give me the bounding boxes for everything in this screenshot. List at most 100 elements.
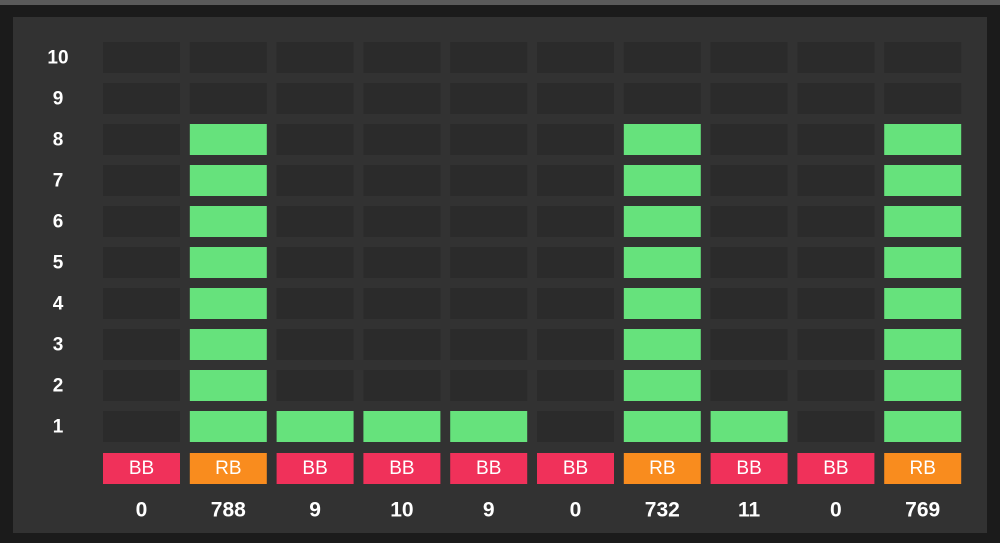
empty-cell xyxy=(103,165,180,196)
y-tick-label: 3 xyxy=(53,335,64,356)
empty-cell xyxy=(363,288,441,319)
empty-cell xyxy=(537,206,614,237)
top-bar xyxy=(0,0,1000,5)
y-tick-label: 6 xyxy=(53,212,64,233)
lit-segment xyxy=(623,206,701,237)
tag-label: BB xyxy=(563,458,588,479)
tag-box xyxy=(450,453,528,484)
tag-box xyxy=(276,453,354,484)
empty-cell xyxy=(710,329,788,360)
y-tick-label: 10 xyxy=(47,48,68,69)
lit-segment xyxy=(189,329,267,360)
empty-cell xyxy=(363,206,441,237)
empty-cell xyxy=(537,411,614,442)
tag-label: RB xyxy=(215,458,241,479)
empty-cell xyxy=(363,247,441,278)
tag-box xyxy=(797,453,875,484)
empty-cell xyxy=(623,42,701,73)
empty-cell xyxy=(450,83,528,114)
empty-cell xyxy=(450,288,528,319)
empty-cell xyxy=(103,411,180,442)
lit-segment xyxy=(623,247,701,278)
empty-cell xyxy=(797,83,875,114)
empty-cell xyxy=(363,370,441,401)
empty-cell xyxy=(537,370,614,401)
tag-box xyxy=(103,453,180,484)
empty-cell xyxy=(450,42,528,73)
empty-cell xyxy=(797,370,875,401)
tag-box xyxy=(884,453,962,484)
empty-cell xyxy=(797,329,875,360)
lit-segment xyxy=(884,247,962,278)
empty-cell xyxy=(710,83,788,114)
empty-cell xyxy=(276,329,354,360)
y-tick-label: 7 xyxy=(53,171,64,192)
tag-label: BB xyxy=(736,458,761,479)
count-label: 0 xyxy=(570,499,582,522)
tag-label: BB xyxy=(302,458,327,479)
empty-cell xyxy=(276,370,354,401)
empty-cell xyxy=(710,370,788,401)
empty-cell xyxy=(797,411,875,442)
empty-cell xyxy=(797,42,875,73)
empty-cell xyxy=(103,370,180,401)
empty-cell xyxy=(103,83,180,114)
lit-segment xyxy=(450,411,528,442)
tag-label: RB xyxy=(649,458,675,479)
empty-cell xyxy=(537,288,614,319)
empty-cell xyxy=(450,124,528,155)
lit-segment xyxy=(189,411,267,442)
tag-label: BB xyxy=(476,458,501,479)
empty-cell xyxy=(363,42,441,73)
count-label: 732 xyxy=(645,499,680,522)
empty-cell xyxy=(797,288,875,319)
empty-cell xyxy=(537,124,614,155)
lit-segment xyxy=(189,247,267,278)
empty-cell xyxy=(276,83,354,114)
empty-cell xyxy=(710,247,788,278)
lit-segment xyxy=(363,411,441,442)
lit-segment xyxy=(884,370,962,401)
tag-label: BB xyxy=(129,458,154,479)
count-label: 9 xyxy=(309,499,321,522)
lit-segment xyxy=(884,288,962,319)
empty-cell xyxy=(189,83,267,114)
empty-cell xyxy=(710,124,788,155)
empty-cell xyxy=(363,124,441,155)
empty-cell xyxy=(797,165,875,196)
empty-cell xyxy=(276,206,354,237)
lit-segment xyxy=(884,411,962,442)
empty-cell xyxy=(276,288,354,319)
empty-cell xyxy=(797,124,875,155)
empty-cell xyxy=(103,329,180,360)
lit-segment xyxy=(623,370,701,401)
count-label: 10 xyxy=(390,499,413,522)
lit-segment xyxy=(189,165,267,196)
empty-cell xyxy=(884,42,962,73)
lit-segment xyxy=(189,370,267,401)
tag-label: RB xyxy=(909,458,935,479)
y-tick-label: 9 xyxy=(53,89,64,110)
y-tick-label: 2 xyxy=(53,376,64,397)
empty-cell xyxy=(710,42,788,73)
empty-cell xyxy=(537,42,614,73)
empty-cell xyxy=(363,165,441,196)
lit-segment xyxy=(884,206,962,237)
count-label: 9 xyxy=(483,499,495,522)
empty-cell xyxy=(537,329,614,360)
empty-cell xyxy=(363,329,441,360)
empty-cell xyxy=(537,83,614,114)
lit-segment xyxy=(623,124,701,155)
empty-cell xyxy=(103,247,180,278)
empty-cell xyxy=(884,83,962,114)
y-tick-label: 1 xyxy=(53,417,64,438)
count-label: 769 xyxy=(905,499,940,522)
lit-segment xyxy=(710,411,788,442)
tag-label: BB xyxy=(823,458,848,479)
empty-cell xyxy=(276,124,354,155)
empty-cell xyxy=(276,247,354,278)
empty-cell xyxy=(450,165,528,196)
lit-segment xyxy=(189,288,267,319)
tag-box xyxy=(710,453,788,484)
